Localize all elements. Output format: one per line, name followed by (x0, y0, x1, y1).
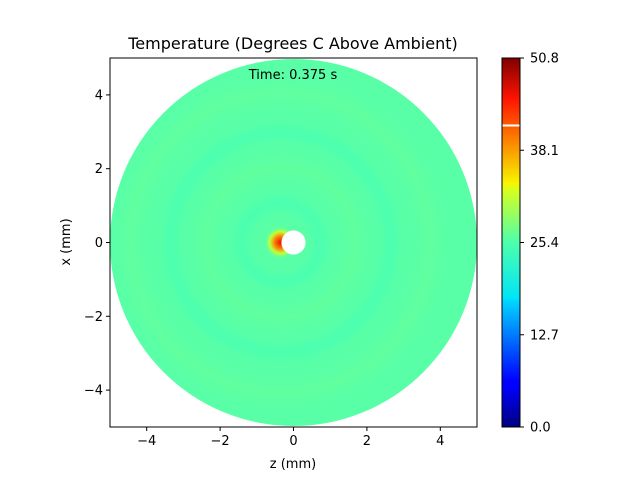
y-tick-label: 0 (95, 236, 103, 251)
colorbar-ticks: 0.0 12.7 25.4 38.1 50.8 (520, 52, 559, 436)
x-tick-label: 0 (289, 434, 297, 449)
colorbar-tick-label: 25.4 (530, 236, 559, 251)
ripple-ring (167, 129, 394, 356)
colorbar-tick-label: 38.1 (530, 144, 559, 159)
y-axis-label: x (mm) (59, 218, 74, 265)
ripple-ring (238, 200, 323, 285)
y-tick-label: 2 (95, 162, 103, 177)
void-hole (281, 230, 306, 255)
y-axis-ticks: −4 −2 0 2 4 (84, 88, 110, 399)
x-axis-label: z (mm) (270, 457, 316, 472)
x-tick-label: 2 (363, 434, 371, 449)
ripple-ring (203, 165, 359, 320)
wave-ripples (126, 88, 435, 397)
x-tick-label: 4 (436, 434, 444, 449)
colorbar-tick-label: 50.8 (530, 52, 559, 67)
x-tick-label: −4 (137, 434, 156, 449)
x-axis-ticks: −4 −2 0 2 4 (137, 427, 444, 449)
y-tick-label: −2 (84, 310, 103, 325)
y-tick-label: −4 (84, 384, 103, 399)
colorbar-tick-label: 0.0 (530, 421, 551, 436)
colorbar (502, 58, 520, 427)
x-tick-label: −2 (211, 434, 230, 449)
plot-area (110, 59, 477, 426)
time-annotation: Time: 0.375 s (248, 68, 338, 83)
chart-title: Temperature (Degrees C Above Ambient) (127, 34, 458, 53)
colorbar-tick-label: 12.7 (530, 328, 559, 343)
y-tick-label: 4 (95, 88, 103, 103)
ripple-ring (126, 88, 435, 397)
